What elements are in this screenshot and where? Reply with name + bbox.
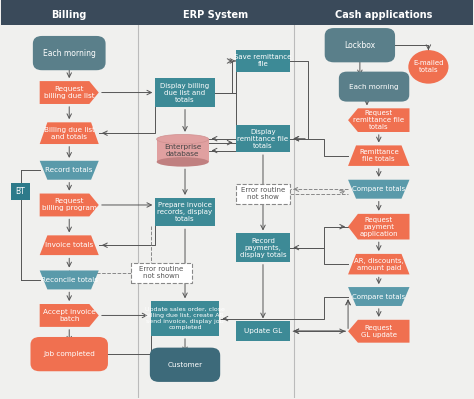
Polygon shape [40,81,99,104]
FancyBboxPatch shape [339,72,409,102]
Ellipse shape [156,134,209,144]
Bar [131,263,192,283]
Bar [236,321,290,341]
FancyBboxPatch shape [150,348,220,382]
Polygon shape [348,254,410,275]
Text: Prepare invoice
records, display
totals: Prepare invoice records, display totals [157,202,212,222]
Text: Each morning: Each morning [43,49,96,57]
Bar [10,183,30,200]
Bar [155,198,215,226]
Text: Display billing
due list and
totals: Display billing due list and totals [161,83,210,103]
Bar [236,233,290,262]
Polygon shape [40,194,99,216]
Text: Error routine
not shown: Error routine not shown [139,267,183,279]
FancyBboxPatch shape [325,28,395,62]
Bar [156,139,209,162]
Text: AR, discounts,
amount paid: AR, discounts, amount paid [354,258,404,271]
Text: Cash applications: Cash applications [335,10,432,20]
FancyBboxPatch shape [30,337,108,371]
Polygon shape [348,108,410,132]
Text: Request
remittance file
totals: Request remittance file totals [353,110,404,130]
Text: Accept invoice
batch: Accept invoice batch [43,309,96,322]
Text: Billing: Billing [52,10,87,20]
Bar [0,4,474,26]
Text: Lockbox: Lockbox [344,41,375,50]
Text: Request
billing program: Request billing program [42,198,97,211]
Text: Display
remittance file
totals: Display remittance file totals [237,129,289,149]
Text: Reconcile totals: Reconcile totals [41,277,98,283]
Text: Record
payments,
display totals: Record payments, display totals [240,237,286,258]
Polygon shape [40,161,99,180]
FancyBboxPatch shape [33,36,106,70]
Text: E-mailed
totals: E-mailed totals [413,60,444,73]
Text: Enterprise
database: Enterprise database [164,144,201,157]
Polygon shape [348,320,410,343]
Polygon shape [40,271,99,289]
Text: Invoice totals: Invoice totals [45,242,93,248]
Text: Remittance
file totals: Remittance file totals [359,149,399,162]
Bar [236,184,290,204]
Text: Update sales order, close
billing due list, create AR,
send invoice, display job: Update sales order, close billing due li… [145,307,226,330]
Text: Billing due list
and totals: Billing due list and totals [44,126,95,140]
Text: Compare totals: Compare totals [352,186,405,192]
Polygon shape [40,122,99,144]
Polygon shape [348,214,410,239]
Text: Request
GL update: Request GL update [361,325,397,338]
Text: Compare totals: Compare totals [352,294,405,300]
Bar [0,0,474,26]
Text: Record totals: Record totals [46,167,93,173]
Bar [236,125,290,152]
Bar [155,78,215,107]
Text: Save remittance
file: Save remittance file [234,55,292,67]
Polygon shape [348,180,410,199]
Polygon shape [40,235,99,255]
Text: ERP System: ERP System [183,10,248,20]
Polygon shape [348,287,410,306]
Ellipse shape [156,157,209,167]
Text: Request
billing due list: Request billing due list [44,86,94,99]
Bar [151,301,219,336]
Text: Request
payment
application: Request payment application [359,217,398,237]
Text: Each morning: Each morning [349,84,399,90]
Circle shape [408,50,448,84]
Text: Job completed: Job completed [43,351,95,357]
Text: Customer: Customer [167,362,202,368]
Polygon shape [348,145,410,166]
Bar [236,50,290,72]
Text: BT: BT [16,187,26,196]
Text: Error routine
not show: Error routine not show [241,188,285,200]
Polygon shape [40,304,99,327]
Text: Update GL: Update GL [244,328,282,334]
